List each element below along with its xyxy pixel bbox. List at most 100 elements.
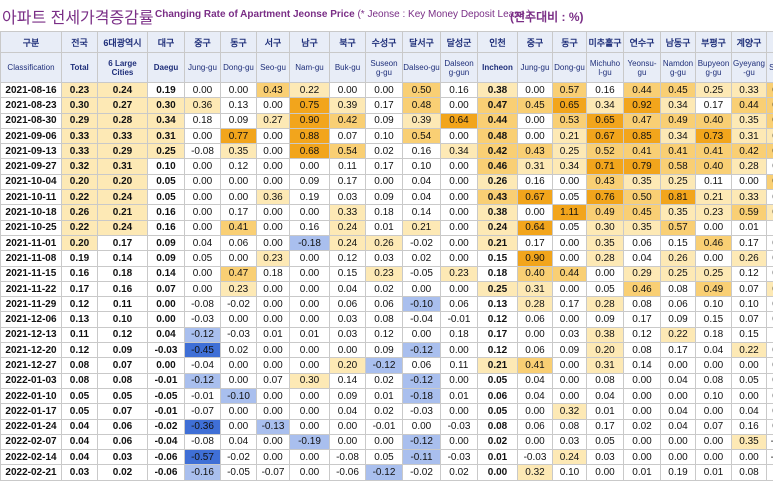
data-cell: 0.00	[257, 128, 290, 143]
data-cell: 0.16	[98, 281, 148, 296]
data-cell: 0.75	[290, 98, 330, 113]
data-cell: 0.25	[148, 144, 185, 159]
column-header-kr: 중구	[518, 32, 553, 53]
data-cell: 0.02	[478, 434, 518, 449]
data-cell: 0.24	[330, 220, 366, 235]
data-cell: -0.08	[185, 144, 221, 159]
row-date: 2021-12-20	[1, 343, 62, 358]
row-date: 2021-09-13	[1, 144, 62, 159]
column-header-en: Daegu	[148, 53, 185, 83]
data-cell: 0.00	[441, 174, 478, 189]
data-cell: 0.09	[148, 235, 185, 250]
data-cell: 0.10	[98, 312, 148, 327]
data-cell: -0.06	[148, 450, 185, 465]
column-header-kr: 전국	[62, 32, 98, 53]
data-cell: 0.00	[257, 205, 290, 220]
data-cell: 0.28	[518, 297, 553, 312]
data-cell: 0.06	[518, 343, 553, 358]
data-cell: 0.09	[330, 388, 366, 403]
title-english-main: Changing Rate of Apartment Jeonse Price	[155, 9, 355, 20]
data-cell: 0.00	[185, 128, 221, 143]
data-cell: 0.16	[148, 205, 185, 220]
data-cell: -0.04	[148, 434, 185, 449]
data-cell: 0.34	[148, 113, 185, 128]
data-cell: 0.25	[696, 266, 732, 281]
data-cell: -0.36	[185, 419, 221, 434]
data-cell: -0.08	[185, 297, 221, 312]
data-cell: 0.36	[185, 98, 221, 113]
data-cell: 0.33	[732, 83, 767, 98]
data-cell: 0.12	[221, 159, 257, 174]
data-cell: 0.07	[148, 281, 185, 296]
data-cell: 0.32	[518, 465, 553, 480]
data-cell: 0.00	[185, 266, 221, 281]
column-header-en: 6 Large Cities	[98, 53, 148, 83]
data-cell: 0.13	[62, 312, 98, 327]
data-cell: 0.07	[257, 373, 290, 388]
data-cell: 0.00	[441, 235, 478, 250]
data-cell: 0.36	[257, 190, 290, 205]
data-cell: 0.35	[661, 205, 696, 220]
data-cell: 0.30	[290, 373, 330, 388]
data-cell: 0.00	[661, 434, 696, 449]
data-cell: 0.73	[696, 128, 732, 143]
data-cell: 0.00	[185, 190, 221, 205]
data-cell: 0.04	[403, 190, 441, 205]
data-cell: 0.14	[403, 205, 441, 220]
data-cell: 0.43	[518, 144, 553, 159]
data-cell: -0.03	[185, 312, 221, 327]
data-cell: 0.13	[221, 98, 257, 113]
data-cell: 0.67	[587, 128, 624, 143]
data-cell: 0.01	[587, 404, 624, 419]
data-cell: 0.05	[62, 404, 98, 419]
data-cell: 0.29	[98, 144, 148, 159]
data-cell: 0.17	[62, 281, 98, 296]
column-header-kr: 달성군	[441, 32, 478, 53]
data-cell: 0.00	[257, 358, 290, 373]
data-cell: -0.03	[441, 450, 478, 465]
data-cell: 0.05	[553, 220, 587, 235]
data-cell: 0.03	[587, 450, 624, 465]
data-cell: 0.09	[148, 251, 185, 266]
data-cell: 0.05	[478, 404, 518, 419]
column-header-kr: 대구	[148, 32, 185, 53]
data-cell: 0.43	[587, 174, 624, 189]
data-cell: 0.17	[587, 419, 624, 434]
data-cell: 0.04	[518, 373, 553, 388]
data-cell: 0.16	[732, 419, 767, 434]
data-cell: 0.19	[62, 251, 98, 266]
data-cell: -0.11	[403, 450, 441, 465]
data-cell: 0.59	[732, 205, 767, 220]
data-cell: 0.02	[403, 251, 441, 266]
row-date: 2022-01-24	[1, 419, 62, 434]
data-cell: -0.04	[403, 312, 441, 327]
data-cell: 0.01	[290, 327, 330, 342]
data-cell: 0.47	[624, 113, 661, 128]
data-cell: 0.00	[518, 128, 553, 143]
data-cell: 0.23	[62, 83, 98, 98]
data-cell: 0.03	[330, 312, 366, 327]
data-cell: 0.20	[62, 235, 98, 250]
data-cell: 0.15	[767, 312, 773, 327]
row-date: 2021-12-13	[1, 327, 62, 342]
data-cell: 0.06	[661, 297, 696, 312]
row-date: 2021-11-08	[1, 251, 62, 266]
row-date: 2022-01-03	[1, 373, 62, 388]
data-cell: 0.00	[553, 358, 587, 373]
data-cell: 0.27	[257, 113, 290, 128]
data-cell: 0.44	[732, 98, 767, 113]
data-cell: 0.04	[587, 388, 624, 403]
data-cell: 0.02	[441, 465, 478, 480]
data-cell: 0.08	[62, 373, 98, 388]
data-cell: 0.21	[98, 205, 148, 220]
data-cell: 0.25	[478, 281, 518, 296]
column-header-kr: 부평구	[696, 32, 732, 53]
data-cell: 0.16	[403, 144, 441, 159]
data-cell: 0.26	[478, 174, 518, 189]
data-cell: -0.03	[403, 404, 441, 419]
